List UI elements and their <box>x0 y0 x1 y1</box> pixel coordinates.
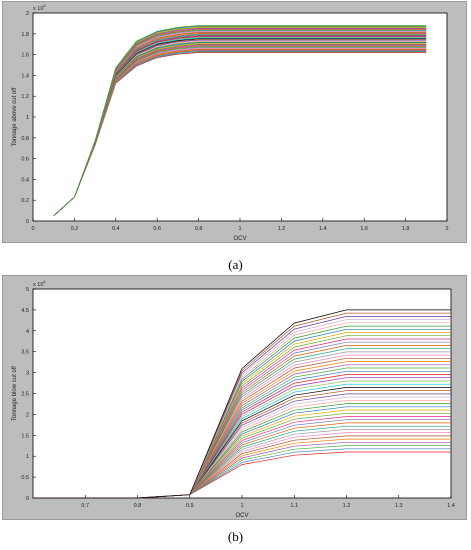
y-tick-label: 0 <box>26 496 29 502</box>
y-tick-label: 1 <box>26 454 29 460</box>
axis-exponent: x 105 <box>33 3 46 12</box>
x-tick-label: 1 <box>238 226 241 232</box>
x-tick-label: 0.6 <box>153 226 161 232</box>
x-axis-label: OCV <box>233 236 246 242</box>
y-tick-label: 1 <box>26 115 29 121</box>
y-axis-label: Tonnage above cut off <box>12 87 18 146</box>
y-tick-label: 0.8 <box>21 136 29 142</box>
y-tick-label: 0 <box>26 219 29 225</box>
y-tick-label: 3 <box>26 371 29 377</box>
x-tick-label: 1.4 <box>319 226 327 232</box>
axis-exponent: x 104 <box>33 279 46 288</box>
x-tick-label: 1.3 <box>395 503 403 509</box>
chart-a-svg: 0 0.2 0.4 0.6 0.8 1 1.2 1.4 1.6 1.8 2 0 0.2 0.4 0.6 0.8… <box>12 3 449 242</box>
y-tick-label: 0.6 <box>21 157 29 163</box>
x-tick-label: 1.2 <box>343 503 351 509</box>
x-tick-label: 0.9 <box>186 503 194 509</box>
caption-b: (b) <box>227 529 244 544</box>
y-tick-label: 1.6 <box>21 53 29 59</box>
plot-area <box>32 288 452 499</box>
y-tick-label: 4 <box>26 329 29 335</box>
y-tick-label: 2.5 <box>21 392 29 398</box>
x-tick-label: 0.7 <box>81 503 89 509</box>
y-tick-label: 1.5 <box>21 433 29 439</box>
x-axis-label: OCV <box>235 513 248 519</box>
y-tick-label: 3.5 <box>21 350 29 356</box>
figure-panel-a: 0 0.2 0.4 0.6 0.8 1 1.2 1.4 1.6 1.8 2 0 0.2 0.4 0.6 0.8… <box>2 1 467 243</box>
x-tick-label: 2 <box>445 226 448 232</box>
y-tick-label: 2 <box>26 412 29 418</box>
y-tick-label: 0.4 <box>21 177 29 183</box>
figure-panel-b: 0 0.5 1 1.5 2 2.5 3 3.5 4 4.5 5 0.7 0.8 0.9 1 1.1 1.2 1.3… <box>2 275 467 520</box>
y-tick-label: 0.2 <box>21 198 29 204</box>
x-tick-label: 0.8 <box>195 226 203 232</box>
series-line <box>33 309 451 499</box>
series-line <box>53 25 427 217</box>
y-tick-label: 5 <box>26 287 29 293</box>
y-tick-label: 0.5 <box>21 475 29 481</box>
y-tick-label: 2 <box>26 11 29 17</box>
x-tick-label: 0 <box>31 226 34 232</box>
y-tick-label: 1.4 <box>21 73 29 79</box>
y-tick-label: 4.5 <box>21 308 29 314</box>
x-tick-label: 1.6 <box>360 226 368 232</box>
x-tick-label: 0.8 <box>134 503 142 509</box>
x-tick-label: 1.4 <box>447 503 455 509</box>
x-tick-label: 1.8 <box>402 226 410 232</box>
x-tick-label: 0.2 <box>71 226 79 232</box>
x-tick-label: 1.2 <box>278 226 286 232</box>
x-tick-label: 1.1 <box>290 503 298 509</box>
x-tick-label: 1 <box>240 503 243 509</box>
chart-b-svg: 0 0.5 1 1.5 2 2.5 3 3.5 4 4.5 5 0.7 0.8 0.9 1 1.1 1.2 1.3… <box>12 279 455 519</box>
y-tick-label: 1.2 <box>21 94 29 100</box>
x-tick-label: 0.4 <box>112 226 120 232</box>
y-axis-label: Tonnage blow cut off <box>12 366 18 421</box>
caption-a: (a) <box>228 257 243 272</box>
y-tick-label: 1.8 <box>21 32 29 38</box>
